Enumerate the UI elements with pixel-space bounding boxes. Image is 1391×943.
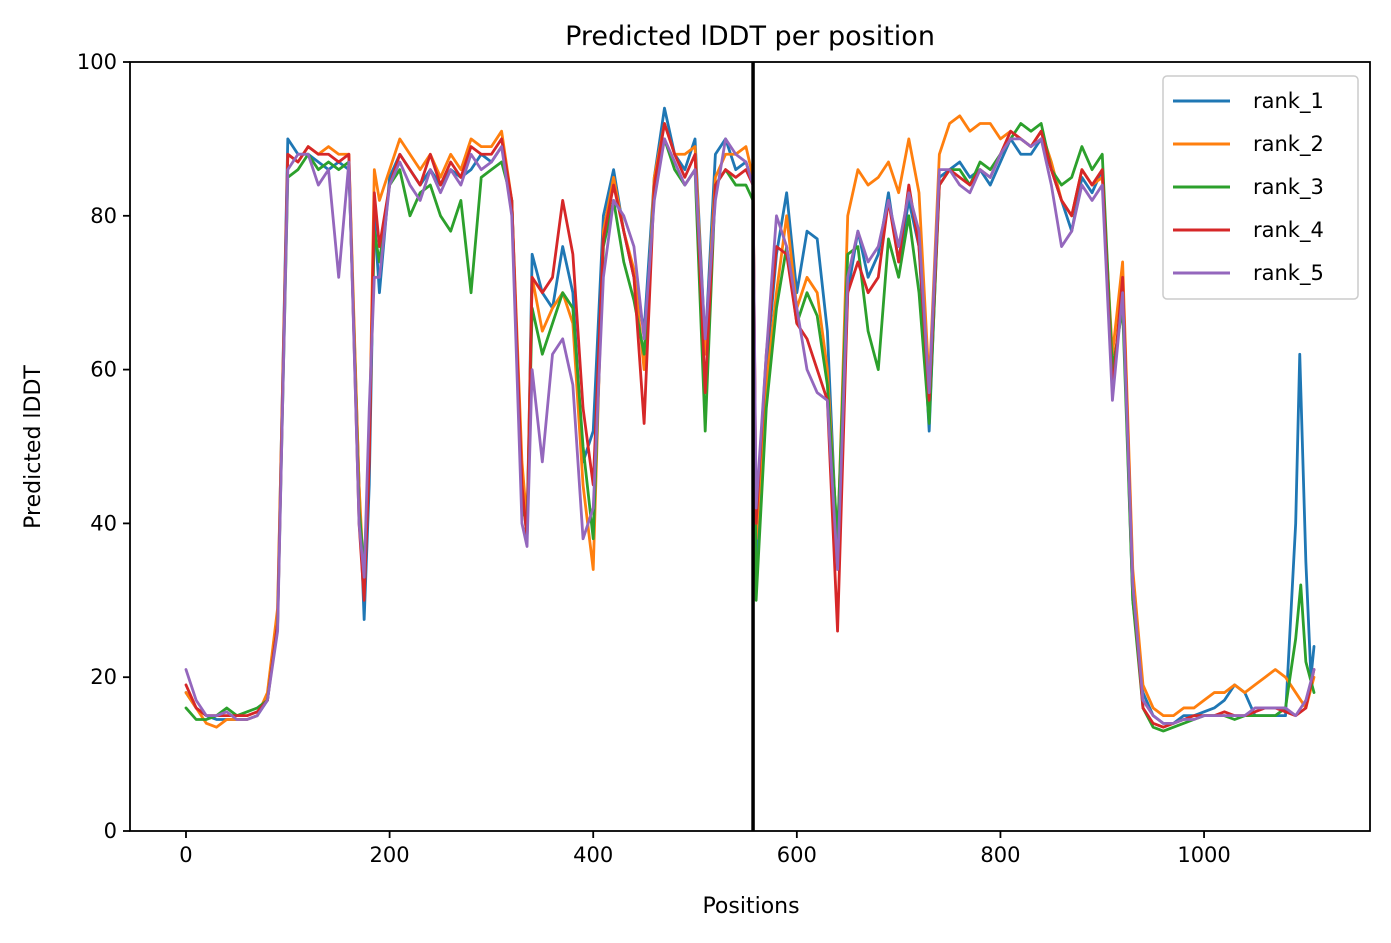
- x-axis-ticks: 0 200 400 600 800 1000: [179, 831, 1231, 867]
- y-tick-label: 0: [104, 819, 117, 843]
- x-tick-label: 600: [777, 843, 817, 867]
- x-axis-title: Positions: [702, 894, 799, 919]
- chart-title: Predicted lDDT per position: [565, 21, 935, 52]
- legend-label-rank_5: rank_5: [1253, 261, 1324, 286]
- x-tick-label: 1000: [1177, 843, 1230, 867]
- y-tick-label: 100: [77, 50, 117, 74]
- legend: rank_1 rank_2 rank_3 rank_4 rank_5: [1162, 75, 1359, 300]
- legend-label-rank_1: rank_1: [1253, 89, 1324, 114]
- y-tick-label: 60: [90, 358, 117, 382]
- legend-box: [1162, 75, 1359, 300]
- x-tick-label: 200: [370, 843, 410, 867]
- y-tick-label: 80: [90, 204, 117, 228]
- x-tick-label: 800: [980, 843, 1020, 867]
- plot-frame: [129, 61, 1371, 832]
- y-axis-title: Predicted lDDT: [21, 365, 46, 529]
- x-tick-label: 0: [179, 843, 192, 867]
- plot-lines: [184, 106, 1316, 733]
- y-axis-ticks: 0 20 40 60 80 100: [77, 50, 130, 843]
- legend-label-rank_3: rank_3: [1253, 175, 1324, 200]
- series-line-rank_5: [184, 137, 1316, 725]
- x-tick-label: 400: [573, 843, 613, 867]
- y-tick-label: 20: [90, 665, 117, 689]
- legend-label-rank_4: rank_4: [1253, 218, 1324, 243]
- legend-label-rank_2: rank_2: [1253, 132, 1324, 157]
- y-tick-label: 40: [90, 511, 117, 535]
